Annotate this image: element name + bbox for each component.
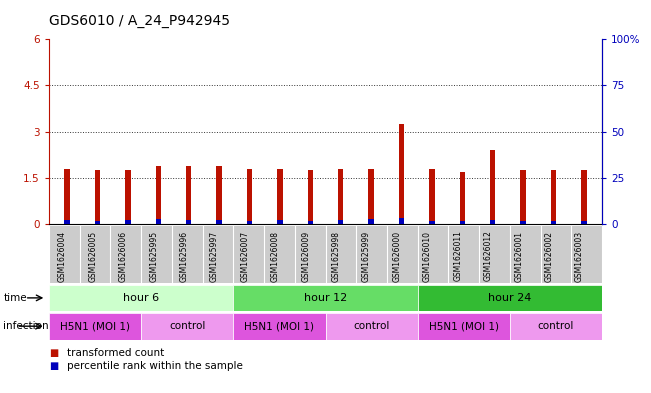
Text: hour 6: hour 6 xyxy=(123,293,159,303)
Text: GSM1626001: GSM1626001 xyxy=(514,231,523,281)
Bar xyxy=(233,285,418,311)
Bar xyxy=(216,165,222,224)
Text: ■: ■ xyxy=(49,348,58,358)
Text: percentile rank within the sample: percentile rank within the sample xyxy=(67,361,243,371)
Bar xyxy=(510,313,602,340)
Bar xyxy=(520,220,526,224)
Bar xyxy=(141,313,233,340)
Bar xyxy=(399,218,404,224)
Bar xyxy=(581,170,587,224)
Bar xyxy=(460,221,465,224)
Text: hour 24: hour 24 xyxy=(488,293,532,303)
Bar xyxy=(95,221,100,224)
Text: GSM1626003: GSM1626003 xyxy=(575,231,584,282)
Bar xyxy=(277,169,283,224)
Text: transformed count: transformed count xyxy=(67,348,164,358)
Text: time: time xyxy=(3,293,27,303)
Bar xyxy=(156,219,161,224)
Text: GSM1625995: GSM1625995 xyxy=(149,231,158,282)
Bar xyxy=(156,165,161,224)
Bar xyxy=(429,220,435,224)
Bar xyxy=(338,169,344,224)
Text: GSM1626002: GSM1626002 xyxy=(544,231,553,281)
Bar xyxy=(460,172,465,224)
Bar xyxy=(49,313,141,340)
Text: GSM1626009: GSM1626009 xyxy=(301,231,311,282)
Bar xyxy=(368,219,374,224)
Text: GDS6010 / A_24_P942945: GDS6010 / A_24_P942945 xyxy=(49,14,230,28)
Bar xyxy=(307,170,313,224)
Bar xyxy=(418,285,602,311)
Bar xyxy=(64,220,70,224)
Bar xyxy=(520,170,526,224)
Text: GSM1626006: GSM1626006 xyxy=(119,231,128,282)
Bar xyxy=(277,220,283,224)
Text: GSM1626000: GSM1626000 xyxy=(393,231,402,282)
Bar xyxy=(418,313,510,340)
Bar xyxy=(125,220,131,224)
Bar xyxy=(233,313,326,340)
Bar xyxy=(125,170,131,224)
Bar xyxy=(247,169,252,224)
Bar xyxy=(551,221,556,224)
Text: H5N1 (MOI 1): H5N1 (MOI 1) xyxy=(244,321,314,331)
Bar xyxy=(429,169,435,224)
Bar xyxy=(216,220,222,224)
Bar xyxy=(247,220,252,224)
Bar xyxy=(64,169,70,224)
Bar xyxy=(551,170,556,224)
Text: GSM1626010: GSM1626010 xyxy=(423,231,432,281)
Bar xyxy=(399,124,404,224)
Bar xyxy=(368,169,374,224)
Text: GSM1625997: GSM1625997 xyxy=(210,231,219,282)
Bar xyxy=(186,220,191,224)
Bar xyxy=(338,220,344,224)
Text: control: control xyxy=(538,321,574,331)
Bar xyxy=(326,313,418,340)
Text: hour 12: hour 12 xyxy=(304,293,347,303)
Text: H5N1 (MOI 1): H5N1 (MOI 1) xyxy=(60,321,130,331)
Text: infection: infection xyxy=(3,321,49,331)
Text: GSM1625999: GSM1625999 xyxy=(362,231,371,282)
Bar xyxy=(490,220,495,224)
Bar xyxy=(581,220,587,224)
Text: ■: ■ xyxy=(49,361,58,371)
Text: GSM1626012: GSM1626012 xyxy=(484,231,493,281)
Text: GSM1626004: GSM1626004 xyxy=(58,231,67,282)
Bar xyxy=(307,220,313,224)
Text: GSM1626008: GSM1626008 xyxy=(271,231,280,281)
Bar xyxy=(49,285,233,311)
Text: H5N1 (MOI 1): H5N1 (MOI 1) xyxy=(429,321,499,331)
Text: GSM1626011: GSM1626011 xyxy=(453,231,462,281)
Text: GSM1626007: GSM1626007 xyxy=(240,231,249,282)
Text: GSM1625996: GSM1625996 xyxy=(180,231,189,282)
Bar xyxy=(186,165,191,224)
Text: control: control xyxy=(169,321,205,331)
Text: control: control xyxy=(353,321,390,331)
Bar xyxy=(95,170,100,224)
Text: GSM1626005: GSM1626005 xyxy=(89,231,98,282)
Text: GSM1625998: GSM1625998 xyxy=(332,231,340,281)
Bar xyxy=(490,150,495,224)
